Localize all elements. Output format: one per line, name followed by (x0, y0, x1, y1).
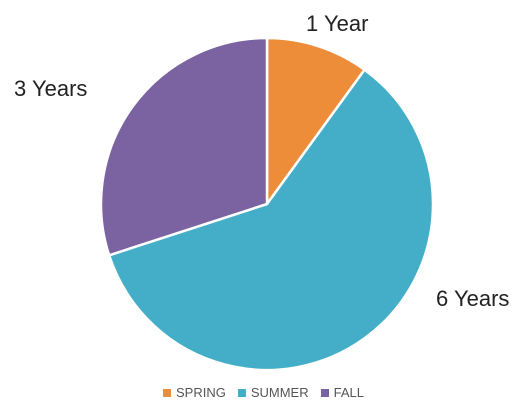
pie-slice-summer (107, 68, 435, 372)
legend-label-spring: SPRING (176, 385, 226, 400)
legend-item-summer: SUMMER (237, 385, 309, 400)
slice-label-summer: 6 Years (436, 286, 509, 311)
pie-slice-spring (265, 36, 366, 206)
legend-item-fall: FALL (320, 385, 364, 400)
legend-label-fall: FALL (333, 385, 364, 400)
pie-slices (99, 36, 435, 372)
legend-label-summer: SUMMER (250, 385, 309, 400)
legend-swatch-fall (320, 388, 329, 397)
slice-label-spring: 1 Year (306, 11, 368, 36)
pie-slice-fall (99, 36, 269, 257)
legend: SPRING SUMMER FALL (0, 385, 527, 400)
legend-swatch-spring (163, 388, 171, 397)
legend-item-spring: SPRING (163, 385, 226, 400)
legend-swatch-summer (237, 388, 246, 397)
slice-label-fall: 3 Years (14, 76, 87, 101)
